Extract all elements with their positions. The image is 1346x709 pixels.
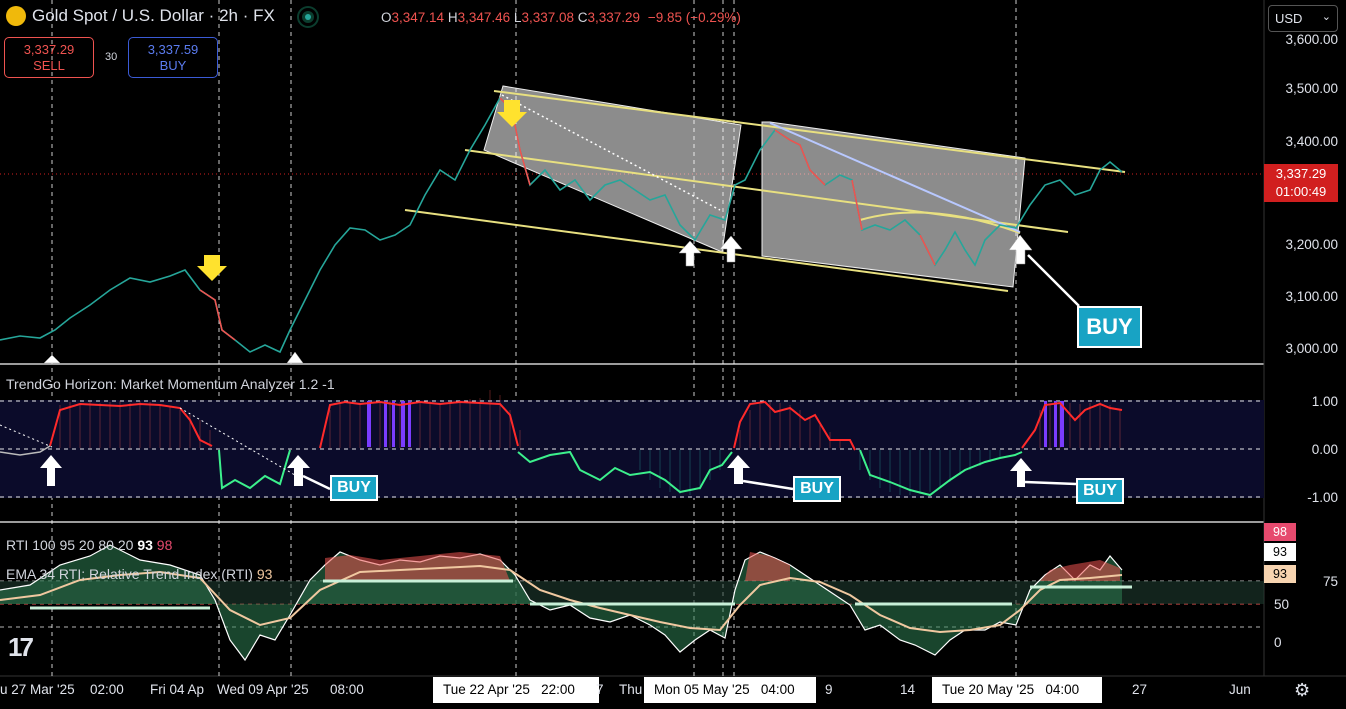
time-axis-label: u 27 Mar '25 <box>0 682 75 697</box>
channel-box-1 <box>483 85 742 253</box>
gold-symbol-logo-icon <box>6 6 26 26</box>
live-status-dot-icon <box>298 7 317 26</box>
time-axis-label: 08:00 <box>330 682 364 697</box>
sell-arrow-icon <box>197 255 227 281</box>
buy-arrow-icon <box>727 455 750 484</box>
price-axis-label: 3,400.00 <box>1285 134 1338 149</box>
time-axis-label: 9 <box>825 682 833 697</box>
symbol-title[interactable]: Gold Spot / U.S. Dollar · 2h · FX <box>6 6 317 26</box>
change-value: −9.85 (−0.29%) <box>647 10 741 25</box>
rti-param: 20 <box>117 537 134 553</box>
buy-arrow-icon <box>43 354 61 364</box>
indicator1-title[interactable]: TrendGo Horizon: Market Momentum Analyze… <box>6 376 335 392</box>
buy-arrow-icon <box>286 351 304 364</box>
spread-value: 30 <box>105 51 118 63</box>
currency-select[interactable]: USD ⌄ <box>1268 5 1338 32</box>
price-axis-label: 3,200.00 <box>1285 237 1338 252</box>
time-axis-highlight: Tue 20 May '25 04:00 <box>932 677 1102 703</box>
rti-label: RTI <box>6 537 29 553</box>
current-price-tag: 3,337.29 01:00:49 <box>1264 164 1338 202</box>
sell-arrow-icon <box>497 100 527 127</box>
chevron-down-icon: ⌄ <box>1321 11 1331 23</box>
time-axis-label: Tue 22 Apr '25 <box>443 682 530 697</box>
indicator1-level: -1.00 <box>1307 490 1338 505</box>
open-value: 3,347.14 <box>391 10 445 25</box>
sell-button[interactable]: 3,337.29 SELL <box>4 37 94 78</box>
time-axis-label: Mon 05 May '25 <box>654 682 750 697</box>
ohlc-readout: O3,347.14 H3,347.46 L3,337.08 C3,337.29 … <box>381 10 741 25</box>
rti-value-tag: 98 <box>1264 523 1296 541</box>
rti-param: 20 <box>78 537 95 553</box>
indicator1-level: 0.00 <box>1311 442 1338 457</box>
rti-value: 98 <box>156 537 173 553</box>
low-label: L <box>513 10 522 25</box>
time-axis-label: 22:00 <box>541 682 575 697</box>
buy-arrow-icon <box>40 455 62 486</box>
tradingview-logo-icon[interactable]: 17 <box>8 632 34 662</box>
indicator1-level: 1.00 <box>1311 394 1338 409</box>
currency-value: USD <box>1275 11 1303 26</box>
sell-price: 3,337.29 <box>23 42 75 57</box>
rti-value-tag: 93 <box>1264 543 1296 561</box>
sell-label: SELL <box>33 58 65 73</box>
buy-label: BUY <box>159 58 187 73</box>
bar-countdown: 01:00:49 <box>1275 184 1327 199</box>
time-axis-label: Wed 09 Apr '25 <box>217 682 309 697</box>
open-label: O <box>381 10 392 25</box>
time-axis-label: 27 <box>1132 682 1148 697</box>
indicator2-subtitle[interactable]: EMA 34 RTI: Relative Trend Index (RTI) 9… <box>6 566 272 582</box>
rti-param: 100 <box>32 537 56 553</box>
time-axis-label: Thu <box>619 682 643 697</box>
ema-rti-value: 93 <box>256 566 273 582</box>
ema-rti-label: EMA 34 RTI: Relative Trend Index (RTI) <box>6 566 253 582</box>
time-axis-label: Jun <box>1229 682 1251 697</box>
buy-arrow-icon <box>287 455 310 486</box>
buy-arrow-icon <box>1008 234 1033 265</box>
buy-button[interactable]: 3,337.59 BUY <box>128 37 218 78</box>
indicator2-level: 0 <box>1274 635 1282 650</box>
buy-price: 3,337.59 <box>147 42 199 57</box>
price-axis-label: 3,600.00 <box>1285 32 1338 47</box>
time-axis-label: 14 <box>900 682 916 697</box>
ema-value-tag: 93 <box>1264 565 1296 583</box>
buy-arrow-icon <box>678 240 702 267</box>
time-axis-highlight: Mon 05 May '25 04:00 <box>644 677 816 703</box>
price-axis-label: 3,000.00 <box>1285 341 1338 356</box>
time-axis-label: Tue 20 May '25 <box>942 682 1035 697</box>
indicator2-title[interactable]: RTI 100 95 20 80 20 93 98 <box>6 537 172 553</box>
high-value: 3,347.46 <box>457 10 511 25</box>
low-value: 3,337.08 <box>521 10 574 25</box>
high-label: H <box>447 10 458 25</box>
buy-arrow-icon <box>719 235 743 263</box>
buy-annotation[interactable]: BUY <box>330 475 378 501</box>
buy-arrow-icon <box>1010 458 1032 487</box>
close-label: C <box>577 10 588 25</box>
current-price-value: 3,337.29 <box>1275 166 1327 181</box>
price-axis-label: 3,500.00 <box>1285 81 1338 96</box>
buy-annotation[interactable]: BUY <box>1077 306 1142 348</box>
rti-param: 95 <box>59 537 76 553</box>
close-value: 3,337.29 <box>587 10 641 25</box>
indicator2-level: 50 <box>1274 597 1290 612</box>
time-axis-label: 04:00 <box>760 682 795 697</box>
rti-value: 93 <box>137 537 153 553</box>
price-axis-label: 3,100.00 <box>1285 289 1338 304</box>
time-axis-highlight: Tue 22 Apr '25 22:00 <box>433 677 599 703</box>
settings-gear-icon[interactable]: ⚙ <box>1294 680 1311 700</box>
time-axis-label: 7 <box>596 682 604 697</box>
time-axis-label: Fri 04 Ap <box>150 682 205 697</box>
time-axis-label: 02:00 <box>90 682 124 697</box>
buy-annotation[interactable]: BUY <box>1076 478 1124 504</box>
time-axis-label: 04:00 <box>1045 682 1080 697</box>
rti-param: 80 <box>98 537 114 553</box>
symbol-title-text: Gold Spot / U.S. Dollar · 2h · FX <box>32 6 275 25</box>
indicator2-level: 75 <box>1322 574 1338 589</box>
buy-annotation[interactable]: BUY <box>793 476 841 502</box>
